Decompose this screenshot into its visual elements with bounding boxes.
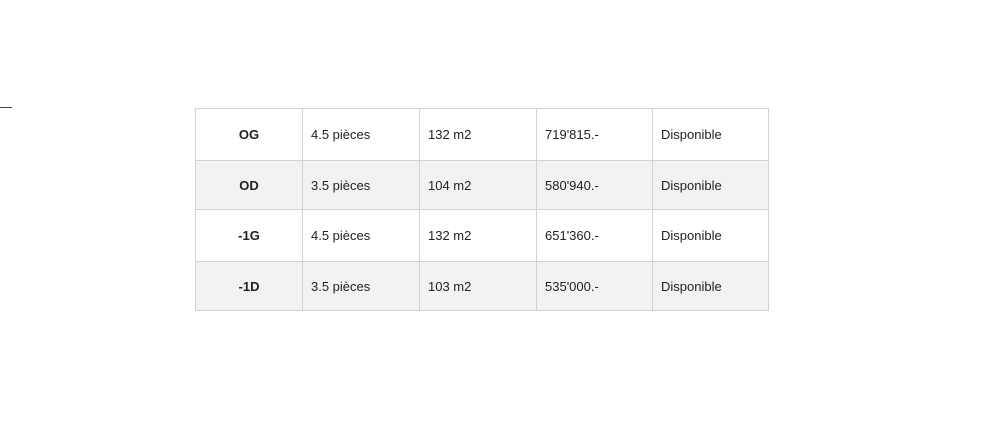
dash-mark	[0, 107, 12, 108]
cell-rooms: 4.5 pièces	[302, 108, 420, 161]
cell-rooms: 3.5 pièces	[302, 261, 420, 311]
cell-status: Disponible	[652, 209, 769, 262]
table-row: -1G 4.5 pièces 132 m2 651'360.- Disponible	[195, 209, 769, 262]
cell-status: Disponible	[652, 160, 769, 210]
cell-lot: OG	[195, 108, 303, 161]
cell-area: 132 m2	[419, 108, 537, 161]
cell-area: 103 m2	[419, 261, 537, 311]
cell-price: 719'815.-	[536, 108, 653, 161]
cell-price: 651'360.-	[536, 209, 653, 262]
cell-area: 104 m2	[419, 160, 537, 210]
cell-lot: -1G	[195, 209, 303, 262]
table-row: OD 3.5 pièces 104 m2 580'940.- Disponible	[195, 160, 769, 210]
availability-table: OG 4.5 pièces 132 m2 719'815.- Disponible OD 3…	[195, 108, 769, 311]
cell-rooms: 4.5 pièces	[302, 209, 420, 262]
cell-price: 580'940.-	[536, 160, 653, 210]
table-row: OG 4.5 pièces 132 m2 719'815.- Disponible	[195, 108, 769, 161]
cell-lot: -1D	[195, 261, 303, 311]
cell-area: 132 m2	[419, 209, 537, 262]
cell-status: Disponible	[652, 261, 769, 311]
cell-rooms: 3.5 pièces	[302, 160, 420, 210]
cell-status: Disponible	[652, 108, 769, 161]
cell-lot: OD	[195, 160, 303, 210]
table-row: -1D 3.5 pièces 103 m2 535'000.- Disponible	[195, 261, 769, 311]
cell-price: 535'000.-	[536, 261, 653, 311]
